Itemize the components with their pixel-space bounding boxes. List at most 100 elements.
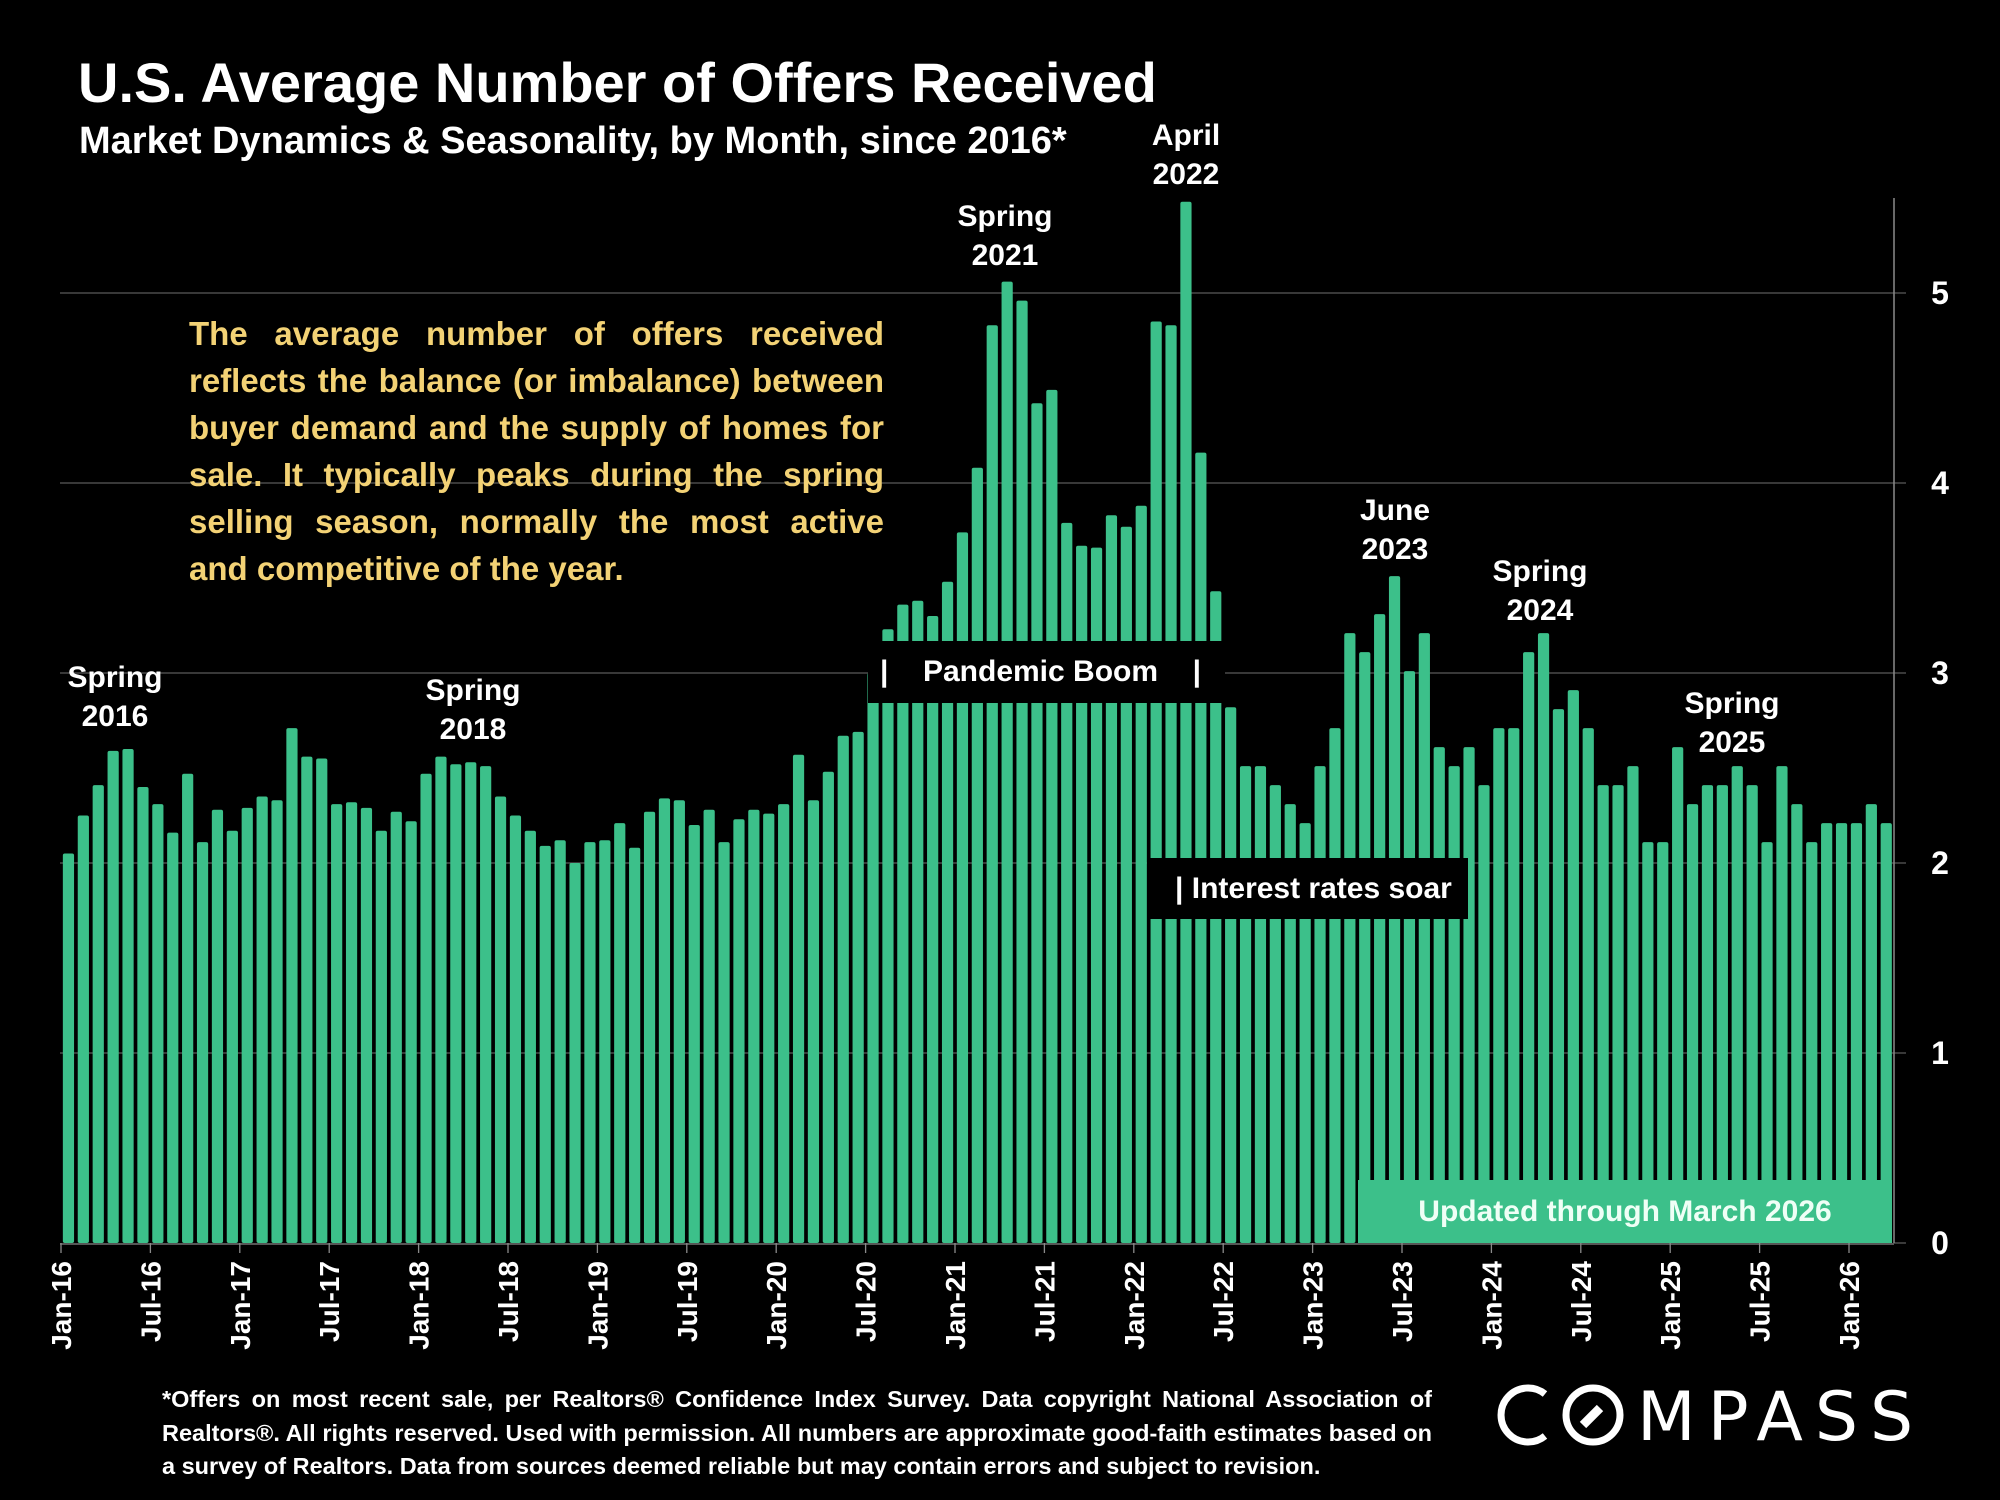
- annotation-line: Spring: [67, 661, 163, 694]
- bar-Sep-21: [1076, 545, 1088, 1243]
- compass-logo: MPASS: [1497, 1380, 1922, 1450]
- bar-Jul-23: [1403, 671, 1416, 1243]
- bar-Aug-22: [1239, 766, 1252, 1243]
- bar-Feb-26: [1865, 804, 1877, 1243]
- bar-May-22: [1195, 452, 1207, 1244]
- bar-Aug-21: [1061, 522, 1073, 1243]
- annotation-line: Spring: [957, 200, 1053, 233]
- bar-May-19: [658, 798, 671, 1243]
- bar-Jan-22: [1135, 505, 1147, 1243]
- bar-Sep-18: [539, 845, 551, 1243]
- chart-subtitle: Market Dynamics & Seasonality, by Month,…: [79, 120, 1067, 162]
- x-tick-label: Jan-17: [225, 1261, 256, 1350]
- description-text: The average number of offers received re…: [189, 315, 884, 587]
- bar-Nov-18: [569, 863, 581, 1243]
- x-tick-label: Jan-19: [582, 1261, 613, 1350]
- annotation-line: 2025: [1698, 726, 1766, 759]
- y-tick-label: 3: [1931, 655, 1949, 691]
- bar-Aug-23: [1418, 633, 1430, 1243]
- bar-May-25: [1731, 766, 1743, 1243]
- axes: [60, 198, 1895, 1253]
- bar-Sep-16: [182, 773, 194, 1243]
- x-tick-label: Jul-25: [1745, 1261, 1776, 1342]
- annotation-june-2023: June 2023: [1360, 491, 1430, 569]
- bar-Apr-24: [1537, 633, 1550, 1243]
- bar-Oct-20: [912, 600, 924, 1243]
- bar-Jan-19: [599, 840, 611, 1243]
- annotation-spring-2021: Spring 2021: [958, 197, 1053, 275]
- x-tick-label: Jul-18: [493, 1261, 524, 1342]
- annotation-line: 2018: [439, 713, 507, 746]
- bar-Jun-20: [852, 731, 864, 1243]
- bar-Jan-16: [62, 853, 75, 1243]
- bar-Jul-24: [1582, 728, 1594, 1243]
- x-tick-label: Jan-21: [940, 1261, 971, 1350]
- x-tick-label: Jan-26: [1834, 1261, 1865, 1350]
- bar-Mar-19: [629, 847, 641, 1243]
- y-tick-label: 1: [1931, 1035, 1949, 1071]
- bar-May-20: [837, 735, 849, 1243]
- bar-May-24: [1552, 709, 1565, 1243]
- compass-logo-text: MPASS: [1637, 1380, 1922, 1450]
- bar-Apr-21: [1001, 281, 1013, 1244]
- bar-Dec-24: [1657, 842, 1669, 1243]
- bar-Feb-19: [614, 823, 626, 1243]
- compass-logo-mark: [1497, 1384, 1624, 1446]
- annotation-spring-2024: Spring 2024: [1493, 552, 1588, 630]
- bar-Feb-21: [971, 467, 983, 1243]
- bars: [62, 201, 1892, 1244]
- bar-Feb-17: [256, 796, 268, 1243]
- bar-Jul-21: [1046, 389, 1058, 1243]
- bar-Dec-16: [226, 830, 238, 1243]
- bar-Dec-21: [1120, 526, 1132, 1243]
- bar-Aug-25: [1776, 766, 1788, 1243]
- bar-Sep-19: [718, 842, 730, 1243]
- bar-Oct-22: [1269, 785, 1281, 1243]
- bar-Oct-23: [1448, 766, 1460, 1243]
- bar-Feb-25: [1686, 804, 1699, 1243]
- bar-May-23: [1374, 614, 1386, 1243]
- annotation-line: April: [1151, 119, 1221, 152]
- bar-Jun-16: [137, 787, 149, 1243]
- bar-Oct-25: [1806, 842, 1818, 1243]
- bar-Dec-25: [1835, 823, 1848, 1243]
- bar-Apr-25: [1716, 785, 1728, 1243]
- x-tick-label: Jul-22: [1208, 1261, 1239, 1342]
- x-tick-label: Jul-24: [1566, 1261, 1597, 1342]
- x-tick-label: Jan-16: [46, 1261, 77, 1350]
- annotation-line: 2022: [1152, 158, 1220, 191]
- bar-Sep-25: [1791, 804, 1803, 1243]
- annotation-april-2022: April 2022: [1152, 116, 1220, 194]
- bar-Jun-25: [1746, 785, 1758, 1243]
- bar-Jul-17: [331, 804, 343, 1243]
- bar-Sep-23: [1433, 747, 1445, 1243]
- x-tick-label: Jan-18: [404, 1261, 435, 1350]
- x-tick-label: Jul-16: [135, 1261, 166, 1342]
- bar-Apr-22: [1180, 201, 1192, 1243]
- bar-Jun-24: [1567, 690, 1579, 1243]
- x-tick-label: Jan-23: [1298, 1261, 1329, 1350]
- bar-Feb-20: [792, 754, 805, 1243]
- bar-Dec-17: [405, 821, 417, 1243]
- bar-May-17: [301, 756, 313, 1243]
- bar-Jun-19: [673, 800, 685, 1243]
- bar-Feb-24: [1508, 728, 1520, 1243]
- annotation-spring-2025: Spring 2025: [1685, 684, 1780, 762]
- bar-Jul-16: [152, 804, 164, 1243]
- chart-title: U.S. Average Number of Offers Received: [78, 51, 1157, 114]
- bar-Aug-18: [524, 830, 536, 1243]
- bar-Jan-24: [1493, 728, 1505, 1243]
- bar-Apr-19: [643, 811, 656, 1243]
- annotation-line: Spring: [1684, 687, 1780, 720]
- x-tick-label: Jan-24: [1476, 1261, 1507, 1350]
- bar-Feb-23: [1329, 728, 1341, 1243]
- bar-Mar-21: [986, 325, 998, 1243]
- bar-Feb-16: [77, 815, 89, 1243]
- bar-Mar-18: [450, 764, 462, 1243]
- updated-through-label: Updated through March 2026: [1358, 1180, 1892, 1243]
- bar-Aug-24: [1597, 785, 1609, 1243]
- bar-Nov-16: [211, 809, 224, 1243]
- bar-Apr-20: [822, 771, 834, 1243]
- footnote: *Offers on most recent sale, per Realtor…: [162, 1386, 1432, 1479]
